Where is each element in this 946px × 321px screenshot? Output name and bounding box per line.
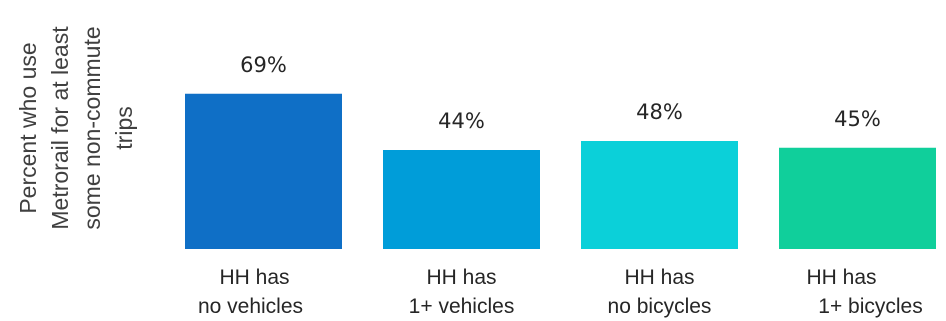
bar-1 xyxy=(185,93,342,249)
data-label-2: 44% xyxy=(438,109,485,133)
data-label-4: 45% xyxy=(834,107,881,131)
category-label-4-line-2: 1+ bicycles xyxy=(818,295,922,318)
category-label-2-line-1: HH has xyxy=(426,266,496,289)
category-label-3-line-1: HH has xyxy=(624,266,694,289)
category-label-3-line-2: no bicycles xyxy=(608,295,712,318)
y-axis-title-line-1: Percent who use xyxy=(15,42,41,213)
category-label-1-line-2: no vehicles xyxy=(198,295,303,318)
y-axis-title-line-3: some non-commute xyxy=(79,26,105,229)
y-axis-title: Percent who use Metrorail for at least s… xyxy=(15,26,137,230)
data-label-3: 48% xyxy=(636,100,683,124)
category-label-1-line-1: HH has xyxy=(219,266,289,289)
category-label-2-line-2: 1+ vehicles xyxy=(409,295,515,318)
category-label-4-line-1: HH has xyxy=(806,266,876,289)
data-labels: 69% 44% 48% 45% xyxy=(240,53,881,133)
bars xyxy=(185,93,936,249)
category-labels: HH has no vehicles HH has 1+ vehicles HH has… xyxy=(198,266,923,318)
bar-4 xyxy=(779,147,936,249)
y-axis-title-line-4: trips xyxy=(111,106,137,149)
bar-2 xyxy=(383,150,540,249)
bar-3 xyxy=(581,141,738,249)
y-axis-title-line-2: Metrorail for at least xyxy=(47,26,73,230)
data-label-1: 69% xyxy=(240,53,287,77)
